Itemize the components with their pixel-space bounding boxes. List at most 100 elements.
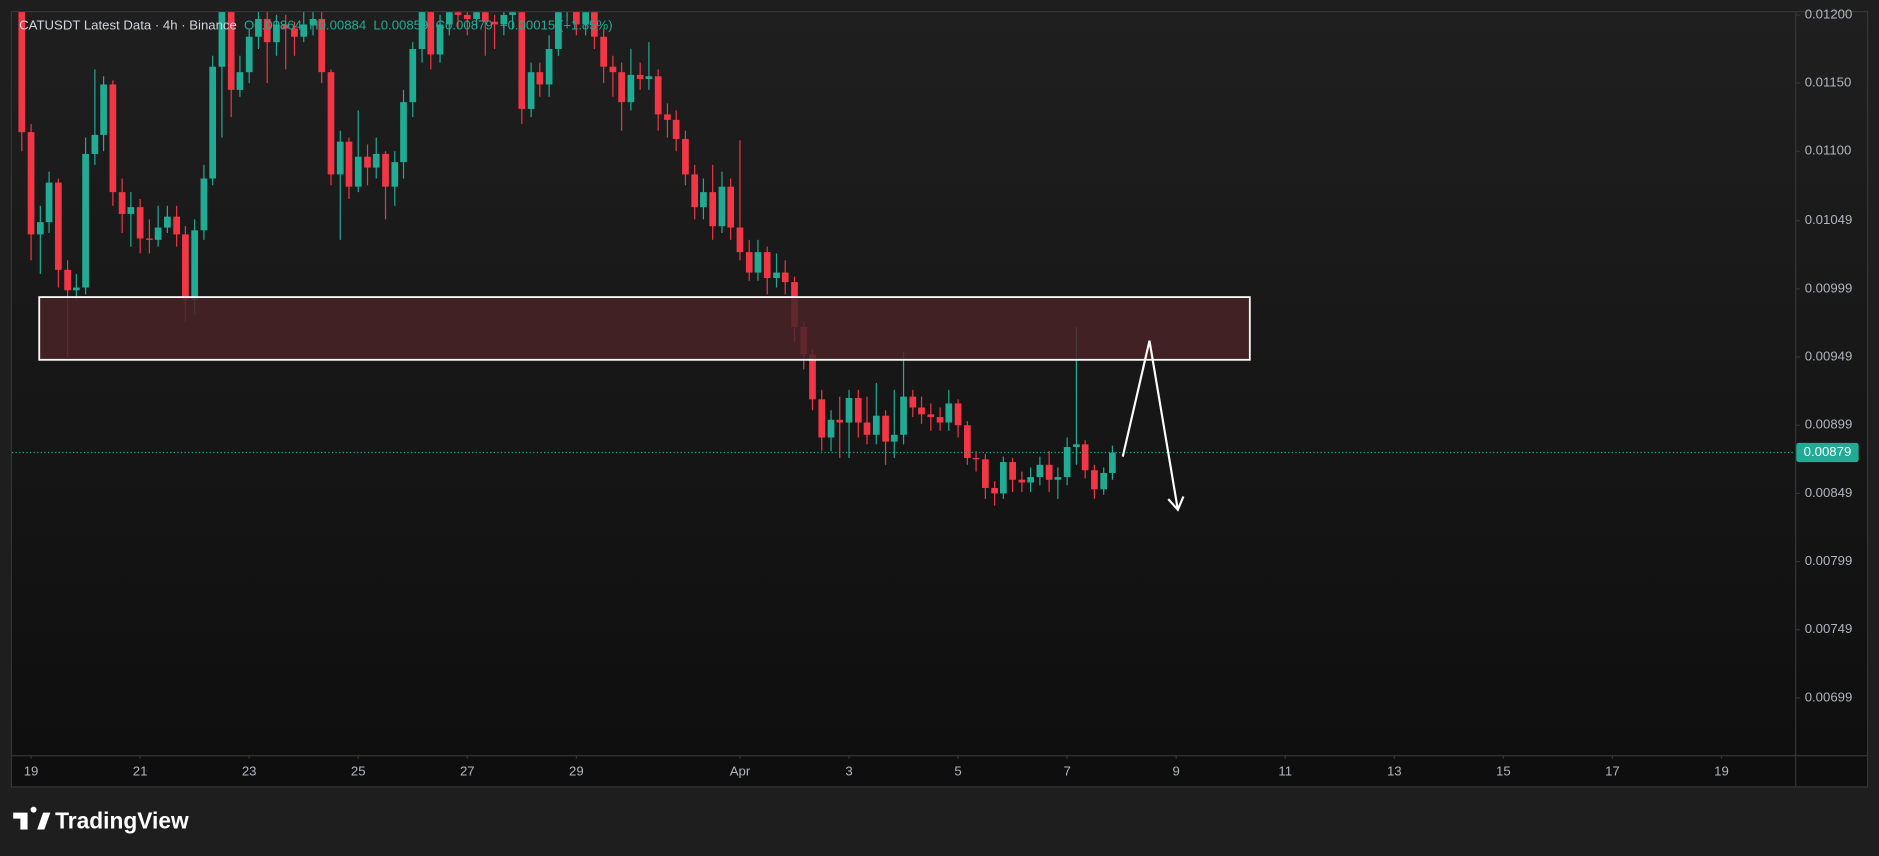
legend: CATUSDT Latest Data · 4h · Binance O0.008… — [19, 18, 612, 33]
candle-body — [45, 182, 53, 223]
y-tick-label: 0.01150 — [1805, 75, 1852, 90]
candle-body — [854, 397, 862, 423]
candle-body — [1063, 447, 1071, 478]
x-tick-label: 19 — [1714, 763, 1729, 778]
candle-body — [354, 156, 362, 187]
y-tick-label: 0.00999 — [1805, 280, 1853, 295]
y-tick-label: 0.00899 — [1805, 417, 1853, 432]
candle-body — [255, 18, 262, 37]
y-tick-label: 0.01200 — [1805, 6, 1853, 21]
candle-body — [54, 182, 62, 270]
candle-body — [463, 14, 471, 19]
candle-body — [318, 18, 326, 73]
x-tick-label: 5 — [954, 763, 961, 778]
candle-body — [154, 227, 162, 240]
candle-body — [72, 287, 80, 291]
y-tick-label: 0.00799 — [1805, 553, 1853, 568]
x-tick-label: 7 — [1063, 763, 1070, 778]
plot-area — [11, 12, 1796, 512]
candle-body — [382, 153, 389, 187]
candle-body — [745, 252, 753, 273]
candle-body — [1027, 477, 1034, 483]
candle-body — [1100, 472, 1108, 490]
candle-body — [445, 12, 453, 25]
candle-body — [1081, 444, 1089, 471]
x-tick-label: 19 — [24, 763, 39, 778]
x-tick-label: 11 — [1278, 763, 1292, 778]
chart-frame — [10, 10, 1869, 788]
candle-body — [627, 74, 635, 103]
legend-open: O0.00864 — [244, 18, 302, 33]
legend-high: H0.00884 — [309, 18, 366, 33]
x-tick-label: 29 — [569, 763, 584, 778]
candle-body — [291, 28, 298, 37]
candle-body — [582, 12, 589, 25]
candle-body — [263, 18, 271, 43]
candle-body — [372, 153, 380, 168]
candle-body — [345, 141, 353, 187]
candle-body — [909, 396, 917, 408]
legend-change: +0.00015 (+1.85%) — [500, 18, 613, 33]
candle-body — [200, 178, 208, 231]
candle-body — [109, 84, 117, 193]
candle-body — [1045, 464, 1053, 480]
x-tick-label: Apr — [730, 763, 751, 778]
candle-body — [645, 76, 653, 79]
candle-body — [273, 24, 280, 43]
resistance-zone — [38, 296, 1251, 361]
candle-body — [427, 12, 435, 55]
candle-body — [400, 102, 407, 163]
candle-body — [936, 417, 944, 423]
axes: 0.01200 0.01150 0.01100 0.01049 0.00999 0.009… — [24, 6, 1859, 778]
candle-body — [827, 419, 835, 438]
candle-body — [164, 216, 171, 228]
candle-body — [1018, 479, 1026, 483]
candle-body — [527, 72, 535, 109]
candle-body — [709, 192, 717, 227]
candle-body — [1009, 462, 1016, 480]
x-tick-label: 21 — [133, 763, 148, 778]
x-tick-label: 3 — [845, 763, 852, 778]
candle-body — [100, 84, 107, 135]
candle-body — [18, 12, 26, 133]
candle-body — [418, 12, 426, 49]
candle-body — [209, 66, 217, 179]
candle-body — [700, 192, 707, 208]
candle-body — [481, 12, 489, 22]
candle-body — [236, 72, 244, 90]
candle-body — [781, 272, 789, 283]
x-tick-label: 13 — [1387, 763, 1402, 778]
candle-body — [900, 396, 907, 435]
candle-body — [473, 12, 480, 19]
logo-icon — [13, 806, 51, 830]
y-tick-label: 0.00949 — [1805, 349, 1853, 364]
candle-body — [591, 12, 598, 37]
legend-title: CATUSDT Latest Data · 4h · Binance — [19, 18, 237, 33]
candle-body — [682, 138, 689, 175]
candle-body — [27, 132, 35, 235]
candle-body — [182, 234, 189, 300]
candle-body — [1109, 452, 1116, 473]
candle-body — [991, 487, 998, 494]
candle-body — [118, 192, 126, 214]
candle-body — [918, 407, 925, 415]
candle-body — [882, 415, 889, 442]
y-tick-label: 0.00849 — [1805, 485, 1853, 500]
candle-body — [64, 269, 71, 291]
y-tick-label: 0.01100 — [1805, 143, 1852, 158]
candle-body — [300, 24, 308, 37]
candle-body — [872, 415, 880, 435]
candle-body — [364, 156, 371, 168]
candle-body — [609, 66, 617, 73]
candle-body — [754, 252, 762, 273]
brand-logo: TradingView — [13, 806, 189, 833]
candle-body — [127, 207, 135, 214]
candle-body — [999, 462, 1007, 494]
candle-body — [836, 419, 844, 423]
candle-body — [954, 403, 962, 426]
candle-body — [927, 414, 935, 418]
x-tick-label: 23 — [242, 763, 257, 778]
legend-low: L0.00859 — [373, 18, 428, 33]
candle-body — [146, 238, 153, 240]
